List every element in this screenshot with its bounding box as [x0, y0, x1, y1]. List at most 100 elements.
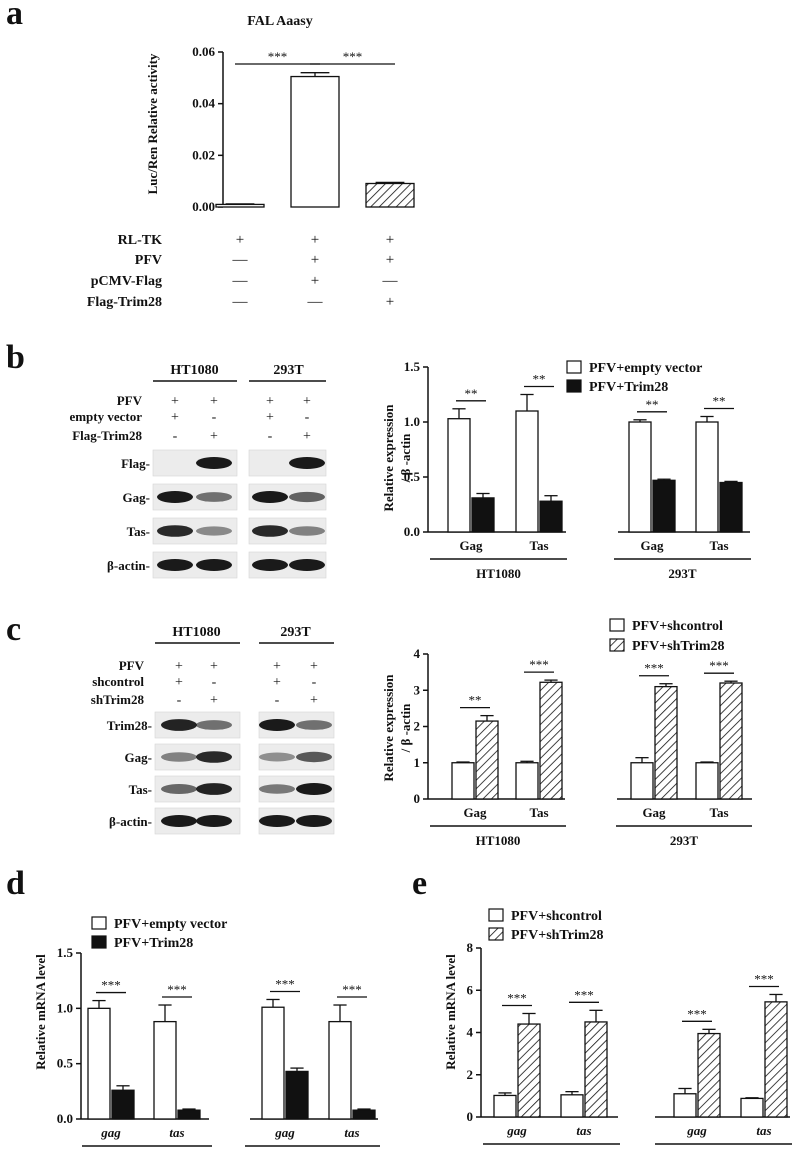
panel-c-blot-band	[196, 783, 232, 795]
panel-c-cell-line-label: 293T	[280, 625, 311, 640]
panel-c-y-tick-label: 3	[414, 682, 421, 697]
panel-a-title: FAL Aaasy	[247, 14, 312, 29]
panel-d-category-label: tas	[344, 1125, 359, 1140]
panel-b-significance-label: **	[646, 397, 659, 412]
panel-b-significance-label: **	[465, 386, 478, 401]
panel-c-condition-symbol: +	[273, 659, 281, 674]
panel-c-condition-symbol: +	[210, 659, 218, 674]
panel-d-legend-label: PFV+empty vector	[114, 917, 227, 932]
panel-a-significance-label: ***	[343, 49, 363, 64]
panel-d-legend-swatch	[91, 916, 107, 930]
panel-b-condition-symbol: +	[210, 394, 218, 409]
panel-c-bar	[475, 720, 499, 800]
panel-c-blot-band	[259, 815, 295, 827]
panel-a-bar	[365, 182, 415, 208]
panel-c-blot-band	[196, 815, 232, 827]
panel-b-condition-symbol: +	[266, 410, 274, 425]
panel-d-significance-label: ***	[101, 978, 121, 993]
panel-c-category-label: Gag	[463, 805, 487, 820]
panel-b-blot-band	[289, 457, 325, 469]
panel-c-condition-symbol: -	[177, 693, 182, 708]
panel-d-bar	[285, 1070, 309, 1120]
panel-c-y-axis-label-line2: / β -actin	[398, 703, 413, 754]
panel-b-condition-symbol: -	[305, 410, 310, 425]
panel-b-y-axis-label-line1: Relative expression	[381, 404, 396, 512]
panel-b-condition-symbol: +	[210, 429, 218, 444]
panel-a-condition-label: RL-TK	[118, 233, 162, 248]
panel-b-bar	[515, 410, 539, 533]
panel-e-bar-chart: Relative mRNA level 0 2 4 6 8 *** gag *** tas ***…	[443, 908, 792, 1145]
panel-b-legend-swatch	[566, 379, 582, 393]
panel-d-category-label: gag	[274, 1125, 295, 1140]
panel-e-legend-label: PFV+shcontrol	[511, 909, 602, 924]
panel-b-category-label: Gag	[459, 538, 483, 553]
panel-a-condition-symbol: —	[382, 273, 399, 289]
panel-c-condition-label: PFV	[119, 658, 145, 673]
panel-b-blot-row-label: Tas-	[127, 524, 150, 539]
panel-c-condition-symbol: +	[310, 659, 318, 674]
panel-b-blot-band	[289, 559, 325, 571]
panel-b-bar	[695, 421, 719, 533]
panel-b-blot-row-label: Gag-	[123, 490, 150, 505]
panel-d-bar	[261, 1006, 285, 1120]
panel-a-y-axis-label: Luc/Ren Relative activity	[145, 53, 160, 194]
panel-c-bar	[695, 762, 719, 800]
panel-c-legend-swatch	[609, 638, 625, 652]
panel-c-significance-label: ***	[529, 657, 549, 672]
panel-b-group-label: HT1080	[476, 566, 521, 581]
panel-c-condition-symbol: +	[175, 659, 183, 674]
panel-e-category-label: tas	[576, 1123, 591, 1138]
panel-a-condition-symbol: +	[386, 294, 394, 310]
panel-d-significance-label: ***	[275, 976, 295, 991]
panel-b-blot-band	[196, 559, 232, 571]
panel-b-condition-symbol: +	[303, 429, 311, 444]
panel-e-y-tick-label: 0	[467, 1109, 474, 1124]
panel-d-legend-swatch	[91, 935, 107, 949]
panel-c-bar	[630, 762, 654, 800]
panel-c-group-label: 293T	[670, 833, 699, 848]
panel-a-condition-symbol: —	[307, 294, 324, 310]
panel-e-bar	[697, 1032, 721, 1118]
panel-b-condition-label: PFV	[117, 393, 143, 408]
panel-b-bar	[628, 421, 652, 533]
panel-e-bar	[493, 1094, 517, 1118]
panel-c-y-tick-label: 2	[414, 719, 421, 734]
panel-b-condition-label: empty vector	[69, 409, 142, 424]
panel-a-y-tick-label: 0.06	[192, 44, 215, 59]
panel-c-blot-band	[259, 719, 295, 731]
panel-b-bar	[539, 500, 563, 533]
panel-c-blot-band	[196, 751, 232, 763]
panel-d-y-tick-label: 0.5	[57, 1056, 74, 1071]
panel-b-blot-band	[196, 526, 232, 536]
panel-b-y-tick-label: 1.5	[404, 359, 421, 374]
panel-c-significance-label: **	[469, 693, 482, 708]
panel-e-bar	[764, 1001, 788, 1118]
panel-b-condition-symbol: +	[171, 394, 179, 409]
panel-e-significance-label: ***	[687, 1006, 707, 1021]
panel-b-blot-band	[252, 491, 288, 503]
panel-b-condition-label: Flag-Trim28	[72, 428, 142, 443]
panel-c-bar	[539, 681, 563, 800]
panel-b-blot-row-label: Flag-	[121, 456, 150, 471]
panel-b-group-label: 293T	[668, 566, 697, 581]
panel-a-bar-chart: FAL Aaasy Luc/Ren Relative activity 0.00…	[145, 14, 415, 214]
panel-c-bar	[654, 685, 678, 800]
panel-b-letter: b	[6, 339, 25, 376]
panel-c-condition-symbol: +	[210, 693, 218, 708]
panel-b-legend-label: PFV+empty vector	[589, 361, 702, 376]
panel-d-y-tick-label: 1.0	[57, 1000, 73, 1015]
panel-c-condition-symbol: +	[273, 675, 281, 690]
panel-c-y-tick-label: 0	[414, 791, 421, 806]
panel-a-y-tick-label: 0.04	[192, 96, 215, 111]
panel-b-blot-band	[289, 526, 325, 536]
panel-e-category-label: gag	[506, 1123, 527, 1138]
panel-e-significance-label: ***	[507, 990, 527, 1005]
panel-b-blot-band	[289, 491, 325, 503]
panel-c-letter: c	[6, 611, 21, 648]
panel-b-blot-band	[157, 525, 193, 537]
panel-d-bar	[111, 1089, 135, 1120]
panel-b-bar	[719, 481, 743, 533]
panel-a-significance-label: ***	[268, 49, 288, 64]
panel-c-condition-label: shTrim28	[91, 692, 145, 707]
panel-a-y-tick-label: 0.02	[192, 147, 215, 162]
